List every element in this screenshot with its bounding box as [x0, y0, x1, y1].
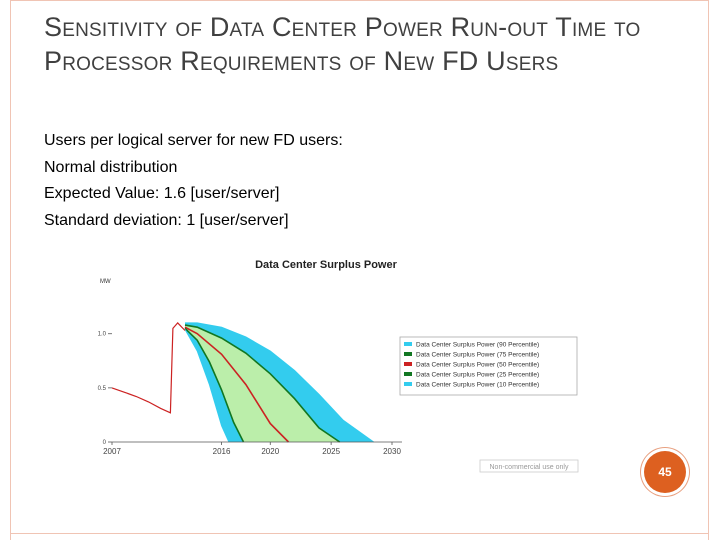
series-line	[184, 327, 245, 443]
y-tick-label: 0	[103, 440, 107, 446]
legend-swatch	[404, 352, 412, 356]
slide-border-left	[10, 0, 11, 540]
bullet-line: Users per logical server for new FD user…	[44, 132, 343, 149]
series-line	[185, 322, 374, 443]
chart-svg: Data Center Surplus Power MW 1.0 0.5 02007…	[98, 259, 579, 473]
legend-swatch	[404, 372, 412, 376]
series-line	[184, 326, 290, 443]
series-line	[184, 329, 230, 443]
slide-title: Sensitivity of Data Center Power Run-out…	[44, 12, 641, 76]
surplus-power-chart: Data Center Surplus Power MW 1.0 0.5 0 2007…	[92, 250, 592, 480]
y-axis-unit: MW	[100, 279, 111, 285]
y-tick-label: 1.0	[98, 332, 107, 338]
legend-label: Data Center Surplus Power (50 Percentile…	[416, 362, 539, 369]
legend-label: Data Center Surplus Power (90 Percentile…	[416, 342, 539, 349]
watermark-box	[479, 459, 579, 473]
chart-legend: Data Center Surplus Power (90 Percentile…	[399, 336, 578, 396]
bullet-line: Expected Value: 1.6 [user/server]	[44, 185, 280, 202]
x-tick-label: 2016	[213, 447, 231, 456]
y-tick-label: 0.5	[98, 386, 107, 392]
slide-border-top	[10, 0, 708, 1]
slide-body: Users per logical server for new FD user…	[44, 130, 664, 236]
inner-percentile-band	[185, 325, 340, 442]
x-tick-label: 2025	[322, 447, 340, 456]
page-number-badge: 45	[644, 451, 686, 493]
watermark-label: Non-commercial use only	[490, 464, 569, 471]
bullet-line: Standard deviation: 1 [user/server]	[44, 211, 289, 229]
legend-swatch	[404, 362, 412, 366]
x-tick-label: 2030	[383, 447, 401, 456]
slide-border-bottom	[10, 533, 708, 534]
legend-label: Data Center Surplus Power (75 Percentile…	[416, 352, 539, 359]
legend-label: Data Center Surplus Power (25 Percentile…	[416, 372, 539, 379]
legend-swatch	[404, 382, 412, 386]
history-line	[111, 322, 186, 414]
plot-area	[111, 322, 374, 443]
legend-swatch	[404, 342, 412, 346]
legend-box	[399, 336, 578, 396]
series-line	[184, 324, 341, 443]
x-tick-label: 2007	[103, 447, 121, 456]
watermark: Non-commercial use only	[479, 459, 579, 473]
x-tick-label: 2020	[261, 447, 279, 456]
chart-title: Data Center Surplus Power	[255, 259, 398, 271]
slide-border-right	[708, 0, 709, 540]
bullet-line: Normal distribution	[44, 158, 178, 176]
legend-label: Data Center Surplus Power (10 Percentile…	[416, 382, 539, 389]
